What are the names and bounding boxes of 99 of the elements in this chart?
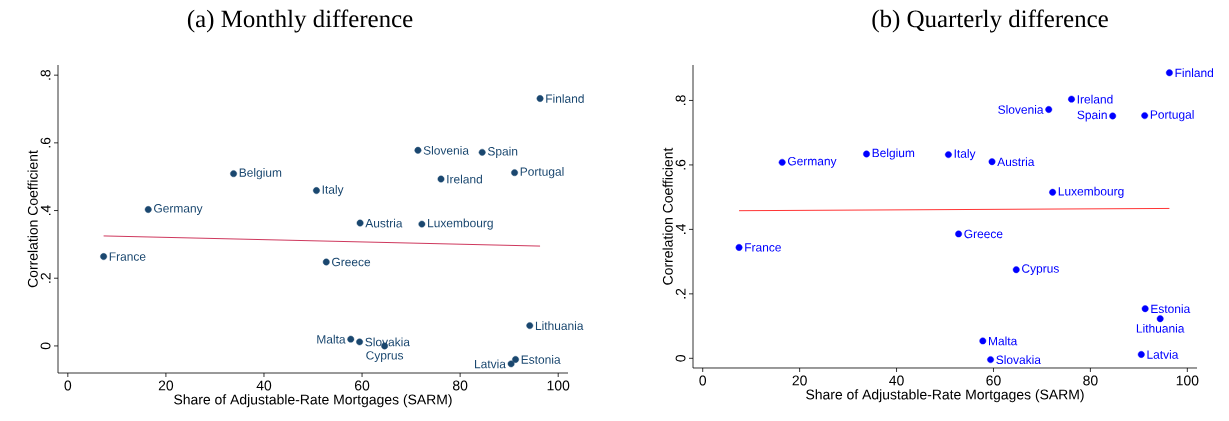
- point: [418, 220, 426, 228]
- point: [979, 337, 987, 345]
- x-tick-label: 80: [452, 380, 468, 391]
- point: [1141, 305, 1149, 313]
- point: [144, 206, 152, 213]
- y-tick-label: .4: [675, 223, 686, 234]
- annotation: Italy: [954, 149, 976, 161]
- x-tick-label: 0: [699, 375, 707, 386]
- annotation: Malta: [317, 334, 346, 344]
- point: [1068, 95, 1075, 103]
- annotation: Finland: [546, 94, 584, 103]
- y-tick-label: .8: [40, 69, 51, 80]
- point: [347, 335, 355, 343]
- annotation: Belgium: [239, 168, 282, 180]
- annotation: Portugal: [520, 167, 564, 179]
- annotation: Austria: [997, 157, 1035, 167]
- x-axis-title: Share of Adjustable-Rate Mortgages (SARM): [806, 389, 1084, 403]
- annotation: Luxembourg: [428, 218, 493, 230]
- annotation: Latvia: [1147, 350, 1179, 359]
- point: [511, 169, 518, 177]
- x-tick-label: 100: [1176, 375, 1199, 386]
- x-axis-title: Share of Adjustable-Rate Mortgages (SARM): [174, 394, 452, 408]
- point: [414, 146, 422, 154]
- annotation: Latvia: [475, 359, 506, 369]
- point: [526, 322, 534, 330]
- annotation: Austria: [365, 218, 403, 228]
- annotation: Luxembourg: [1058, 186, 1124, 198]
- point: [955, 230, 962, 238]
- annotation: Greece: [332, 257, 371, 267]
- y-tick-label: 0: [675, 354, 686, 362]
- x-tick-label: 80: [1083, 375, 1098, 386]
- annotation: Ireland: [1077, 94, 1113, 104]
- point: [987, 356, 994, 364]
- point: [1049, 188, 1056, 196]
- x-tick-label: 20: [792, 375, 807, 386]
- annotation: Ireland: [447, 174, 482, 184]
- y-axis-title: Correlation Coefficient: [662, 147, 673, 285]
- x-tick-label: 60: [354, 380, 370, 391]
- chart-title: (a) Monthly difference: [187, 9, 413, 33]
- annotation: Finland: [1175, 68, 1214, 78]
- point: [478, 148, 486, 156]
- annotation: Lithuania: [535, 321, 584, 330]
- y-tick-label: .2: [40, 273, 51, 283]
- y-tick-label: .6: [675, 159, 686, 170]
- y-tick-label: .4: [40, 205, 51, 216]
- annotation: Slovakia: [996, 355, 1041, 364]
- annotation: Slovenia: [423, 145, 469, 155]
- x-tick-label: 100: [547, 380, 570, 391]
- point: [100, 253, 108, 260]
- annotation: Portugal: [1150, 110, 1194, 122]
- annotation: Greece: [964, 229, 1003, 239]
- point: [536, 95, 544, 102]
- point: [437, 175, 445, 183]
- annotation: Slovakia: [365, 337, 410, 347]
- point: [1012, 266, 1020, 274]
- x-tick-label: 60: [986, 375, 1001, 386]
- annotation: Slovenia: [998, 105, 1044, 114]
- point: [322, 258, 330, 266]
- annotation: Italy: [322, 185, 344, 197]
- point: [1045, 106, 1053, 113]
- point: [356, 219, 364, 227]
- point: [1137, 351, 1145, 358]
- y-tick-label: .8: [675, 95, 686, 105]
- chart-title: (b) Quarterly difference: [872, 9, 1108, 33]
- annotation: Cyprus: [366, 351, 404, 362]
- annotation: Lithuania: [1136, 323, 1185, 333]
- annotation: Germany: [787, 156, 837, 168]
- point: [863, 150, 870, 158]
- point: [230, 170, 237, 178]
- y-tick-label: 0: [40, 342, 51, 350]
- x-tick-label: 0: [64, 380, 72, 391]
- annotation: Belgium: [872, 148, 915, 160]
- x-tick-label: 40: [256, 380, 272, 391]
- annotation: Cyprus: [1022, 264, 1059, 276]
- x-tick-label: 20: [158, 380, 174, 391]
- y-axis-title: Correlation Coefficient: [27, 150, 38, 288]
- annotation: Estonia: [1151, 304, 1191, 314]
- point: [1141, 112, 1149, 119]
- y-tick-label: .6: [40, 137, 51, 148]
- point: [512, 356, 519, 363]
- annotation: France: [745, 243, 781, 252]
- annotation: Estonia: [521, 355, 561, 364]
- y-tick-label: .2: [675, 288, 686, 299]
- point: [356, 338, 363, 346]
- point: [988, 158, 996, 166]
- point: [507, 360, 515, 368]
- point: [945, 151, 952, 159]
- point: [735, 244, 743, 251]
- point: [313, 187, 320, 194]
- annotation: Spain: [487, 146, 518, 158]
- annotation: Spain: [1077, 110, 1107, 122]
- annotation: Malta: [989, 336, 1018, 346]
- point: [1156, 315, 1164, 323]
- point: [1166, 69, 1173, 77]
- annotation: Germany: [154, 204, 203, 215]
- point: [778, 158, 786, 166]
- x-tick-label: 40: [889, 375, 904, 386]
- point: [1109, 112, 1117, 120]
- annotation: France: [109, 252, 146, 261]
